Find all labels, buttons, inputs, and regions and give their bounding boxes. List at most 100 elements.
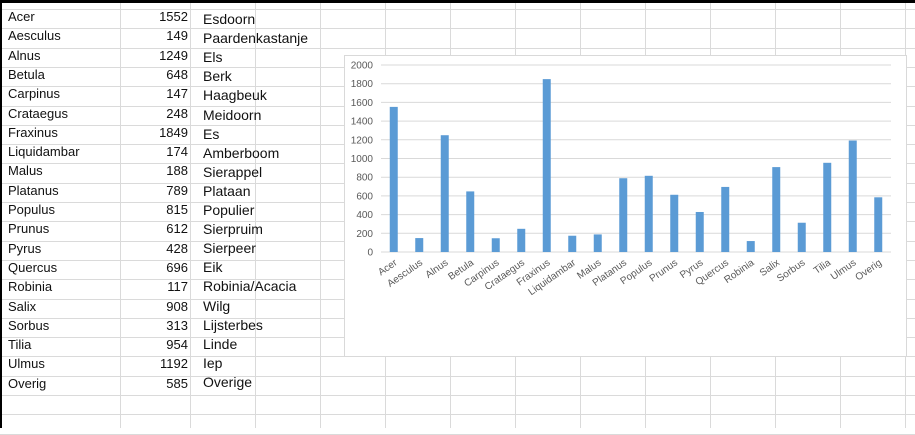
count-cell[interactable]: 149 <box>166 28 188 44</box>
dutch-name-cell[interactable]: Sierappel <box>203 163 263 180</box>
count-cell[interactable]: 147 <box>166 86 188 102</box>
table-row[interactable]: Populus 815 <box>8 202 198 221</box>
count-cell[interactable]: 789 <box>166 182 188 198</box>
genus-name-cell[interactable]: Quercus <box>8 259 58 275</box>
table-row[interactable]: Robinia 117 <box>8 279 198 298</box>
genus-name-cell[interactable]: Tilia <box>8 337 32 353</box>
table-row[interactable]: Betula 648 <box>8 67 198 86</box>
bar-chart[interactable]: 0 200 400 600 800 1000 1200 1400 1600 1800 2000 Ace… <box>344 55 907 357</box>
genus-name-cell[interactable]: Salix <box>8 298 37 314</box>
count-cell[interactable]: 585 <box>166 375 188 391</box>
dutch-name-cell[interactable]: Berk <box>203 68 232 85</box>
table-row[interactable]: Alnus 1249 <box>8 48 198 67</box>
table-row[interactable]: Crataegus 248 <box>8 106 198 125</box>
table-row[interactable]: Ulmus 1192 <box>8 356 198 375</box>
genus-name-cell[interactable]: Liquidambar <box>8 144 80 160</box>
count-cell[interactable]: 1192 <box>160 356 188 372</box>
dutch-name-cell[interactable]: Esdoorn <box>203 11 256 27</box>
chart-bar[interactable] <box>823 162 832 252</box>
table-row[interactable]: Aesculus 149 <box>8 28 198 47</box>
dutch-name-cell[interactable]: Sierpruim <box>203 221 263 238</box>
table-row[interactable]: Carpinus 147 <box>8 86 198 105</box>
chart-bar[interactable] <box>593 234 602 252</box>
chart-bar[interactable] <box>542 79 551 252</box>
chart-bar[interactable] <box>848 140 857 252</box>
table-row[interactable]: Overig 585 <box>8 376 198 395</box>
count-cell[interactable]: 954 <box>166 337 188 353</box>
chart-bar[interactable] <box>874 197 883 252</box>
genus-name-cell[interactable]: Fraxinus <box>8 124 58 140</box>
chart-bar[interactable] <box>415 238 424 252</box>
genus-name-cell[interactable]: Malus <box>8 163 43 179</box>
dutch-name-cell[interactable]: Eik <box>203 259 223 276</box>
count-cell[interactable]: 428 <box>166 240 188 256</box>
count-cell[interactable]: 1849 <box>159 124 188 140</box>
dutch-name-cell[interactable]: Amberboom <box>203 144 280 161</box>
genus-name-cell[interactable]: Robinia <box>8 279 53 295</box>
count-cell[interactable]: 117 <box>167 279 188 295</box>
count-cell[interactable]: 815 <box>166 202 188 217</box>
chart-bar[interactable] <box>491 238 500 252</box>
genus-name-cell[interactable]: Alnus <box>8 47 41 63</box>
table-row[interactable]: Malus 188 <box>8 163 198 182</box>
count-cell[interactable]: 612 <box>166 221 188 237</box>
genus-name-cell[interactable]: Betula <box>8 66 45 82</box>
count-cell[interactable]: 248 <box>166 105 188 121</box>
dutch-name-cell[interactable]: Plataan <box>203 182 251 199</box>
count-cell[interactable]: 313 <box>166 317 188 333</box>
chart-bar[interactable] <box>695 211 704 252</box>
genus-name-cell[interactable]: Ulmus <box>8 356 45 372</box>
table-row[interactable]: Sorbus 313 <box>8 318 198 337</box>
chart-bar[interactable] <box>440 135 449 252</box>
table-row[interactable]: Tilia 954 <box>8 337 198 356</box>
table-row[interactable]: Pyrus 428 <box>8 241 198 260</box>
genus-name-cell[interactable]: Carpinus <box>8 86 61 102</box>
count-cell[interactable]: 696 <box>166 259 188 275</box>
dutch-name-cell[interactable]: Wilg <box>203 297 231 314</box>
chart-bar[interactable] <box>721 186 730 252</box>
table-row[interactable]: Fraxinus 1849 <box>8 125 198 144</box>
genus-name-cell[interactable]: Acer <box>8 9 35 24</box>
count-cell[interactable]: 1552 <box>159 9 188 24</box>
chart-bar[interactable] <box>466 191 475 252</box>
genus-name-cell[interactable]: Aesculus <box>8 28 61 44</box>
dutch-name-cell[interactable]: Sierpeer <box>203 240 256 257</box>
count-cell[interactable]: 908 <box>166 298 188 314</box>
chart-bar[interactable] <box>568 235 577 252</box>
chart-bar[interactable] <box>746 241 755 252</box>
chart-bar[interactable] <box>644 175 653 252</box>
genus-name-cell[interactable]: Sorbus <box>8 317 50 333</box>
genus-name-cell[interactable]: Populus <box>8 202 55 217</box>
dutch-name-cell[interactable]: Lijsterbes <box>203 316 263 333</box>
count-cell[interactable]: 174 <box>166 144 188 160</box>
chart-bar[interactable] <box>389 106 398 252</box>
dutch-name-cell[interactable]: Meidoorn <box>203 106 262 123</box>
table-row[interactable]: Liquidambar 174 <box>8 144 198 163</box>
genus-name-cell[interactable]: Prunus <box>8 221 50 237</box>
genus-name-cell[interactable]: Platanus <box>8 182 59 198</box>
dutch-name-cell[interactable]: Es <box>203 125 220 142</box>
dutch-name-cell[interactable]: Populier <box>203 202 255 218</box>
dutch-name-cell[interactable]: Els <box>203 49 223 66</box>
table-row[interactable]: Quercus 696 <box>8 260 198 279</box>
genus-name-cell[interactable]: Pyrus <box>8 240 42 256</box>
chart-bar[interactable] <box>772 167 781 252</box>
table-row[interactable]: Salix 908 <box>8 299 198 318</box>
dutch-name-cell[interactable]: Paardenkastanje <box>203 30 309 47</box>
table-row[interactable]: Acer 1552 <box>8 9 198 28</box>
dutch-name-cell[interactable]: Iep <box>203 354 223 371</box>
chart-bar[interactable] <box>619 178 628 252</box>
chart-bar[interactable] <box>797 222 806 252</box>
dutch-name-cell[interactable]: Haagbeuk <box>203 87 267 104</box>
count-cell[interactable]: 648 <box>166 66 188 82</box>
chart-bar[interactable] <box>517 228 526 252</box>
genus-name-cell[interactable]: Overig <box>8 375 47 391</box>
table-row[interactable]: Prunus 612 <box>8 221 198 240</box>
dutch-name-cell[interactable]: Robinia/Acacia <box>203 278 297 295</box>
dutch-name-cell[interactable]: Linde <box>203 335 238 352</box>
table-row[interactable]: Platanus 789 <box>8 183 198 202</box>
dutch-name-cell[interactable]: Overige <box>203 373 253 390</box>
genus-name-cell[interactable]: Crataegus <box>8 105 68 121</box>
count-cell[interactable]: 188 <box>166 163 188 179</box>
chart-bar[interactable] <box>670 194 679 252</box>
